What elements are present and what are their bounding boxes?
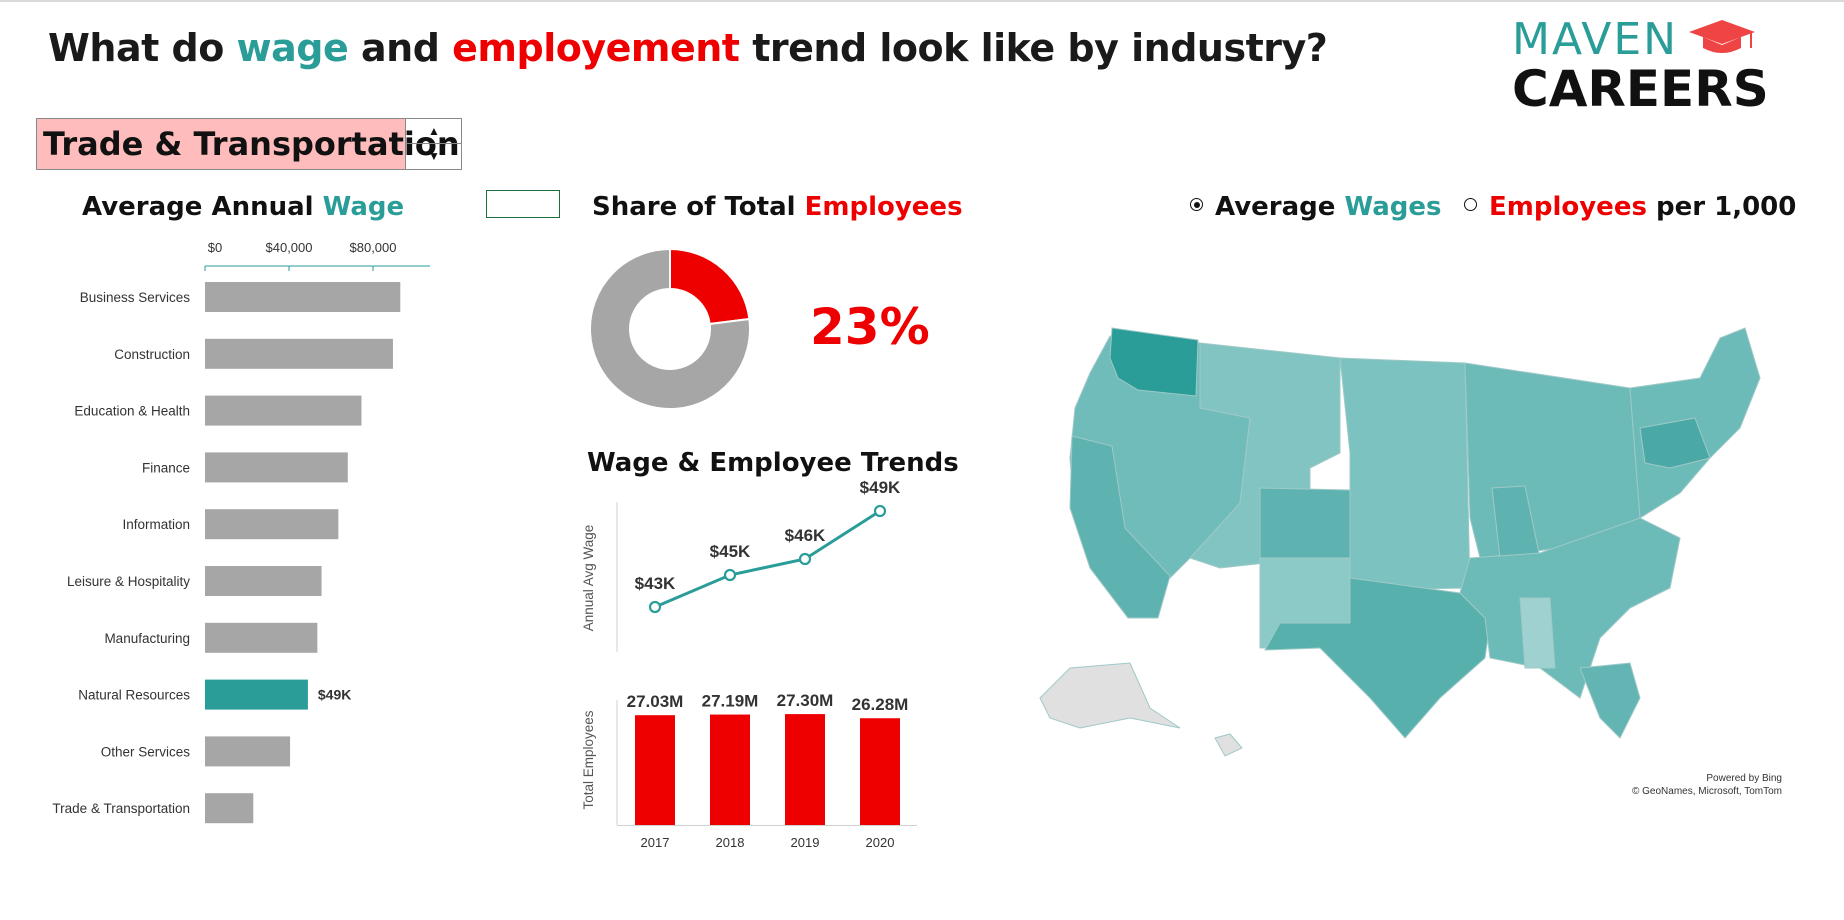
employee-bar-data-label: 27.19M	[702, 692, 759, 711]
title-employment-word: employement	[452, 26, 740, 70]
triangle-up-icon[interactable]: ▲	[406, 119, 462, 144]
map-region-colorado[interactable]	[1259, 487, 1351, 559]
share-title-part: Share of Total	[592, 192, 805, 222]
emp-y-axis-label: Total Employees	[581, 710, 596, 809]
wage-category-label: Other Services	[101, 744, 191, 759]
employee-bar[interactable]	[635, 715, 675, 825]
wage-category-label: Manufacturing	[104, 631, 190, 646]
wage-title-accent: Wage	[322, 192, 405, 222]
triangle-down-icon[interactable]: ▼	[428, 149, 440, 163]
employee-trend-bar-chart: Total Employees 27.03M 2017 27.19M 2018 27.30…	[581, 691, 917, 850]
employee-bar-data-label: 27.30M	[777, 691, 834, 710]
wage-trend-data-label: $45K	[710, 542, 751, 561]
wage-trend-data-label: $46K	[785, 526, 826, 545]
wage-bar[interactable]	[205, 793, 254, 824]
map-region-plains[interactable]	[1339, 357, 1471, 591]
map-attribution-line1: Powered by Bing	[1706, 773, 1782, 784]
wage-bar[interactable]	[205, 566, 322, 596]
toggle-wages-accent: Wages	[1344, 192, 1442, 222]
map-region-mississippi[interactable]	[1519, 597, 1556, 669]
wage-trend-line	[654, 509, 881, 609]
average-wage-bar-chart: $0 $40,000 $80,000 Business Services Constru…	[52, 240, 430, 824]
toggle-average-wages[interactable]: Average Wages	[1190, 192, 1441, 222]
map-attribution: Powered by Bing © GeoNames, Microsoft, To…	[1600, 772, 1782, 798]
employee-bar-data-label: 27.03M	[627, 692, 684, 711]
spin-buttons[interactable]: ▲ ▼	[405, 119, 462, 169]
radio-unselected-icon[interactable]	[1464, 198, 1477, 211]
wage-trend-point[interactable]	[648, 600, 662, 614]
wage-trend-line-chart: Annual Avg Wage $43K $45K $46K $49K	[581, 480, 901, 652]
wage-bar[interactable]	[205, 282, 401, 312]
wage-category-label: Leisure & Hospitality	[67, 574, 190, 589]
line-y-axis-label: Annual Avg Wage	[581, 525, 596, 632]
wage-category-label: Information	[122, 517, 190, 532]
map-region-newyork[interactable]	[1639, 417, 1711, 469]
maven-careers-logo: MAVEN CAREERS	[1512, 14, 1772, 118]
wage-trend-point[interactable]	[798, 552, 812, 566]
logo-line1: MAVEN	[1512, 14, 1679, 65]
map-region-hawaii[interactable]	[1214, 733, 1243, 757]
employee-bar-data-label: 26.28M	[852, 695, 909, 714]
wage-category-label: Construction	[114, 347, 190, 362]
employee-share-donut-chart	[589, 247, 751, 410]
title-wage-word: wage	[236, 26, 349, 70]
page-title: What do wage and employement trend look …	[48, 26, 1328, 70]
map-region-california[interactable]	[1069, 435, 1171, 619]
graduation-cap-icon	[1689, 20, 1755, 53]
wage-x-tick-label: $80,000	[350, 240, 397, 255]
toggle-wages-part: Average	[1215, 192, 1345, 222]
wage-category-label: Business Services	[80, 290, 191, 305]
trends-chart-title: Wage & Employee Trends	[587, 448, 959, 478]
donut-slice[interactable]	[589, 247, 751, 410]
share-percentage: 23%	[810, 298, 930, 356]
map-region-florida[interactable]	[1579, 662, 1641, 739]
us-choropleth-map[interactable]	[1020, 318, 1810, 768]
donut-slice[interactable]	[669, 247, 751, 326]
wage-category-label: Finance	[142, 460, 190, 475]
toggle-employees-accent: Employees	[1489, 192, 1647, 222]
logo-line2: CAREERS	[1512, 60, 1769, 118]
wage-bar[interactable]	[205, 395, 362, 426]
employee-bar[interactable]	[860, 718, 900, 825]
title-part: and	[348, 26, 453, 70]
wage-category-label: Trade & Transportation	[52, 801, 190, 816]
employee-bar[interactable]	[710, 714, 750, 825]
wage-bar[interactable]	[205, 338, 393, 369]
industry-selector-value: Trade & Transportation	[37, 119, 460, 169]
map-region-washington[interactable]	[1109, 327, 1199, 397]
wage-bar[interactable]	[205, 622, 318, 653]
wage-bar[interactable]	[205, 509, 339, 540]
toggle-employees-per-1000[interactable]: Employees per 1,000	[1464, 192, 1796, 222]
wage-trend-data-label: $49K	[860, 480, 901, 497]
share-chart-title: Share of Total Employees	[592, 192, 963, 222]
share-title-accent: Employees	[804, 192, 963, 222]
top-border	[0, 0, 1844, 2]
year-tick-label: 2020	[866, 835, 895, 850]
map-region-alaska[interactable]	[1039, 662, 1181, 729]
wage-bar[interactable]	[205, 736, 291, 767]
toggle-employees-part: per 1,000	[1646, 192, 1797, 222]
industry-selector[interactable]: Trade & Transportation ▲ ▼	[36, 118, 462, 170]
employee-bar[interactable]	[785, 714, 825, 825]
title-part: trend look like by industry?	[739, 26, 1328, 70]
wage-trend-data-label: $43K	[635, 574, 676, 593]
year-tick-label: 2017	[641, 835, 670, 850]
wage-x-tick-label: $40,000	[266, 240, 313, 255]
wage-trend-point[interactable]	[723, 568, 737, 582]
title-part: What do	[48, 26, 237, 70]
wage-x-tick-label: $0	[208, 240, 222, 255]
wage-bar[interactable]	[205, 679, 308, 710]
year-tick-label: 2018	[716, 835, 745, 850]
wage-chart-title: Average Annual Wage	[82, 192, 404, 222]
wage-trend-point[interactable]	[873, 504, 887, 518]
wage-category-label: Education & Health	[74, 404, 190, 419]
selected-cell-outline[interactable]	[486, 190, 560, 218]
wage-title-part: Average Annual	[82, 192, 323, 222]
wage-bar[interactable]	[205, 452, 348, 483]
year-tick-label: 2019	[791, 835, 820, 850]
map-attribution-line2: © GeoNames, Microsoft, TomTom	[1632, 786, 1782, 797]
wage-category-label: Natural Resources	[78, 688, 190, 703]
radio-selected-icon[interactable]	[1190, 198, 1203, 211]
wage-bar-data-label: $49K	[318, 687, 351, 703]
